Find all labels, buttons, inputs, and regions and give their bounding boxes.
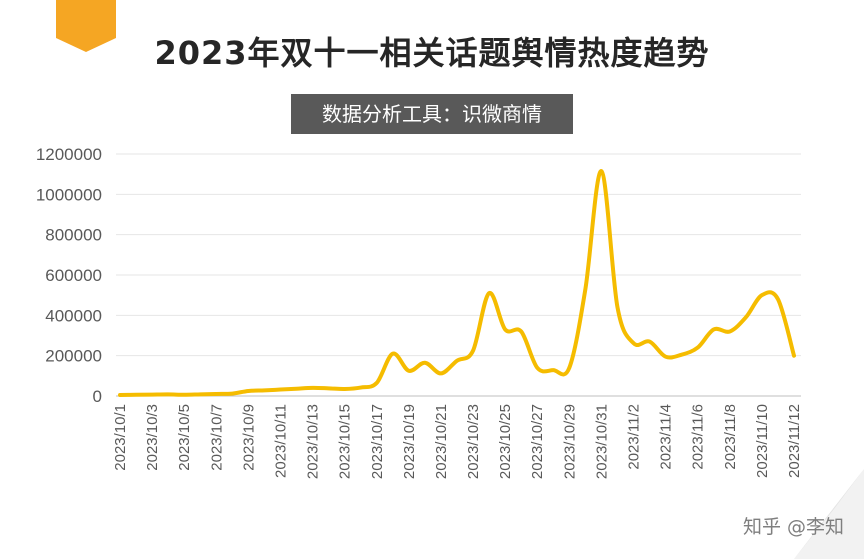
x-tick-label: 2023/10/25 [497,404,514,479]
x-tick-label: 2023/11/2 [626,404,643,470]
x-tick-label: 2023/10/5 [176,404,193,471]
x-tick-label: 2023/11/10 [754,404,771,478]
footer-credit: 知乎 @李知 [742,516,844,538]
series-line [118,169,796,397]
x-tick-label: 2023/11/6 [690,404,707,470]
x-tick-label: 2023/11/8 [722,404,739,470]
y-axis-ticks: 0 200000 400000 600000 800000 1000000 1200000 [36,145,102,406]
page-fold [794,469,864,559]
x-tick-label: 2023/10/13 [305,404,322,479]
grid-layer [116,153,801,397]
x-tick-label: 2023/10/21 [433,404,450,479]
x-tick-label: 2023/10/29 [561,404,578,479]
y-tick-label: 200000 [45,347,102,366]
corner-tag [56,0,116,52]
x-tick-label: 2023/10/3 [144,404,161,471]
y-tick-label: 1200000 [36,145,102,164]
y-tick-label: 1000000 [36,185,102,204]
x-tick-label: 2023/10/23 [465,404,482,479]
x-tick-label: 2023/11/12 [786,404,803,478]
subtitle-badge: 数据分析工具：识微商情 [291,94,573,134]
y-tick-label: 600000 [45,266,102,285]
page-title: 2023年双十一相关话题舆情热度趋势 [154,34,710,72]
x-tick-label: 2023/10/27 [529,404,546,479]
x-tick-label: 2023/10/17 [369,404,386,479]
x-tick-label: 2023/10/31 [593,404,610,479]
x-tick-label: 2023/10/15 [337,404,354,479]
x-tick-label: 2023/11/4 [658,404,675,470]
y-tick-label: 800000 [45,226,102,245]
x-tick-label: 2023/10/7 [208,404,225,471]
y-tick-label: 0 [93,387,102,406]
x-axis-ticks: 2023/10/1 2023/10/3 2023/10/5 2023/10/7 2023… [112,404,803,479]
x-tick-label: 2023/10/1 [112,404,129,471]
x-tick-label: 2023/10/9 [240,404,257,471]
x-tick-label: 2023/10/19 [401,404,418,479]
y-tick-label: 400000 [45,306,102,325]
x-tick-label: 2023/10/11 [272,404,289,478]
